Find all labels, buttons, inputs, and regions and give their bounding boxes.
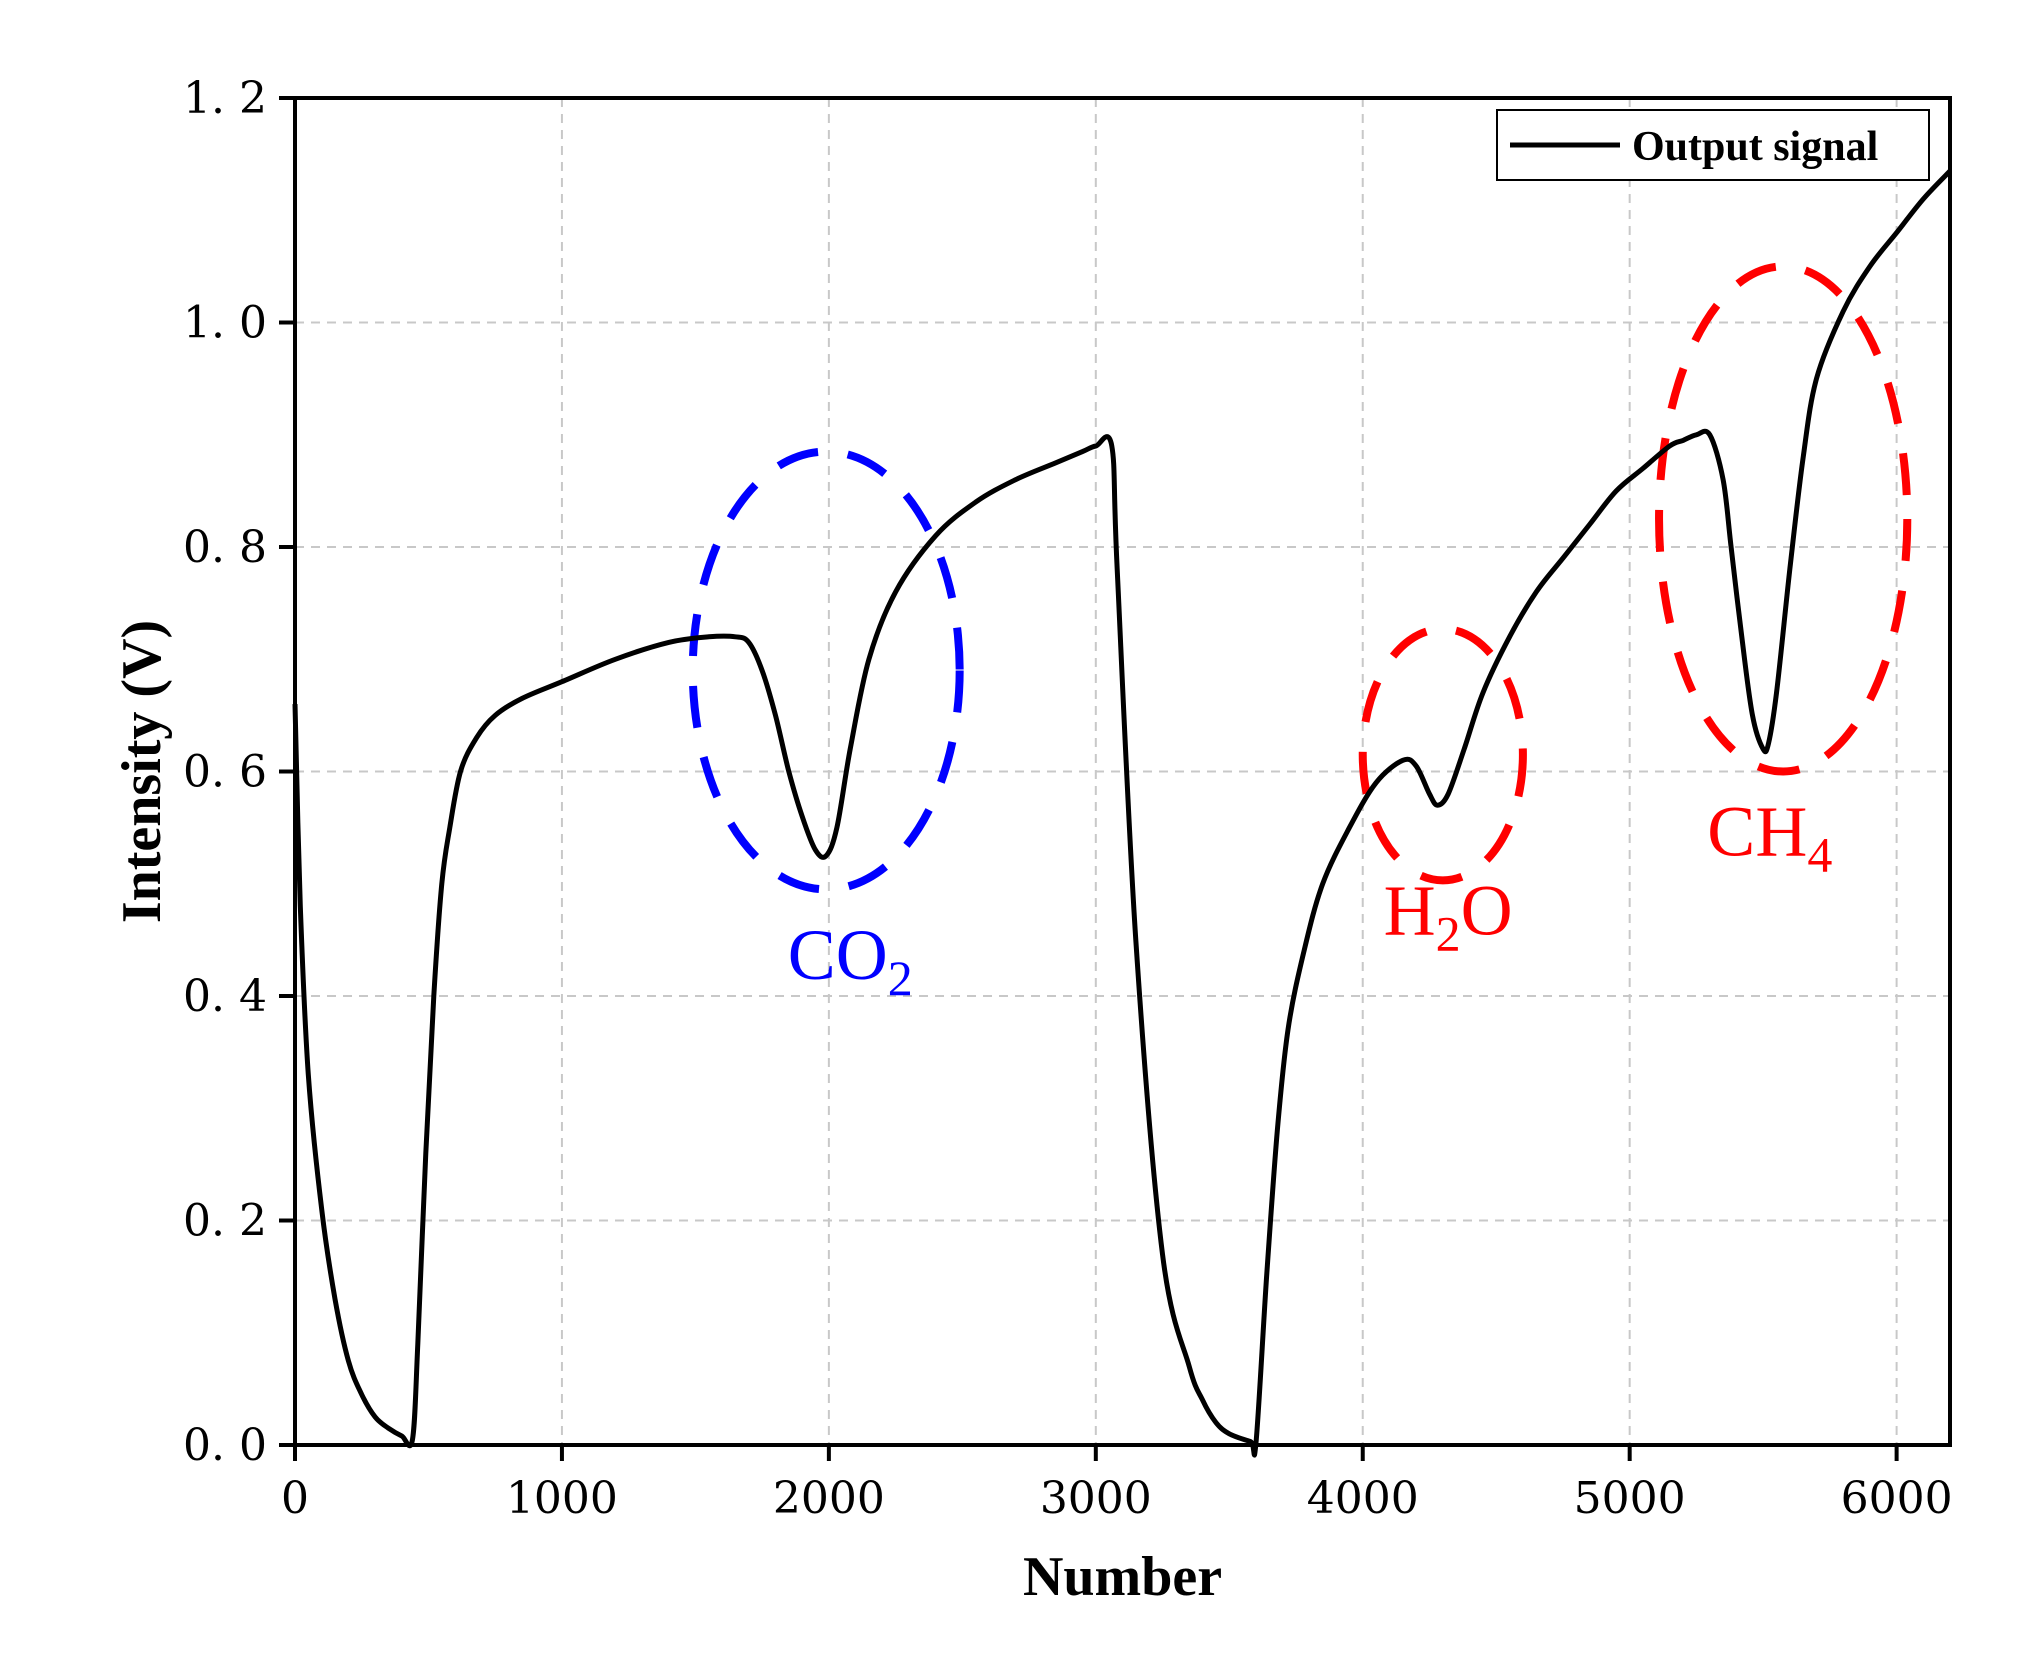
grid-lines bbox=[295, 98, 1950, 1445]
x-tick-label: 5000 bbox=[1574, 1473, 1686, 1524]
x-axis-title: Number bbox=[1023, 1546, 1222, 1608]
y-axis-title: Intensity (V) bbox=[111, 620, 173, 923]
annotation-label-subscript: 2 bbox=[1436, 905, 1461, 961]
x-tick-label: 2000 bbox=[773, 1473, 885, 1524]
y-tick-label: 0. 8 bbox=[183, 522, 267, 573]
series-group bbox=[292, 169, 1952, 1458]
annotation-label-suffix: O bbox=[1461, 870, 1513, 950]
x-tick-label: 3000 bbox=[1040, 1473, 1152, 1524]
annotation-label-subscript: 2 bbox=[888, 950, 913, 1006]
legend-label-output-signal: Output signal bbox=[1632, 124, 1878, 170]
annotation-ellipse bbox=[1655, 262, 1912, 776]
y-tick-label: 0. 0 bbox=[183, 1420, 267, 1471]
y-tick-label: 1. 0 bbox=[183, 298, 267, 349]
series-line-output-signal bbox=[292, 169, 1952, 1458]
x-tick-label: 6000 bbox=[1841, 1473, 1953, 1524]
annotation-label: CO2 bbox=[788, 915, 913, 1006]
annotation-ellipse bbox=[688, 447, 964, 894]
x-tick-label: 1000 bbox=[506, 1473, 618, 1524]
x-tick-label: 4000 bbox=[1307, 1473, 1419, 1524]
annotation-ellipse bbox=[1358, 624, 1527, 885]
annotation-label-main: H bbox=[1384, 870, 1436, 950]
annotation-label-main: CO bbox=[788, 915, 888, 995]
legend: Output signal bbox=[1496, 109, 1930, 181]
annotation-label-subscript: 4 bbox=[1807, 827, 1832, 883]
y-tick-label: 0. 6 bbox=[183, 747, 267, 798]
annotation-label-main: CH bbox=[1707, 792, 1807, 872]
y-tick-label: 1. 2 bbox=[183, 73, 267, 124]
annotation-label: CH4 bbox=[1707, 792, 1832, 883]
y-tick-label: 0. 4 bbox=[183, 971, 267, 1022]
axis-ticks: 0 1000 2000 3000 4000 5000 6000 0. 0 0. 2 0. 4 0. … bbox=[183, 73, 1953, 1524]
y-tick-label: 0. 2 bbox=[183, 1196, 267, 1247]
annotation-label: H2O bbox=[1384, 870, 1513, 961]
x-tick-label: 0 bbox=[281, 1473, 309, 1524]
